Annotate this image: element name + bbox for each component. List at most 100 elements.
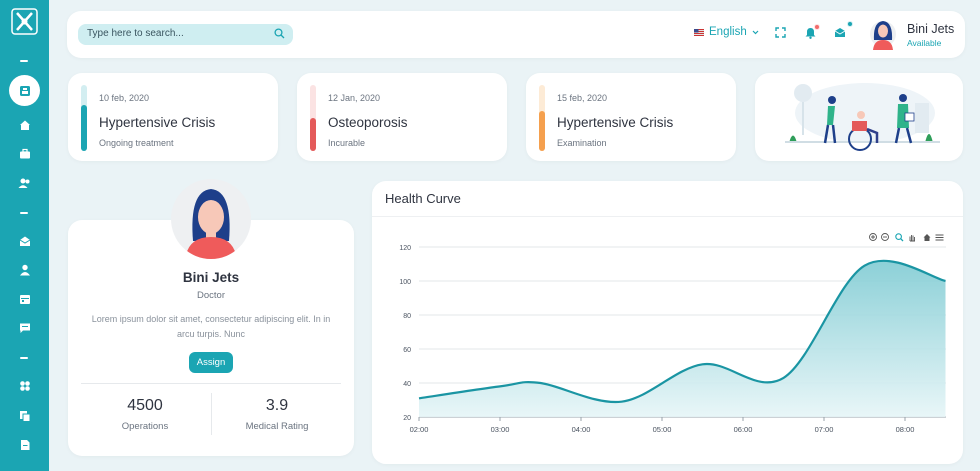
sidebar-item-user[interactable] [0,258,49,282]
progress-fill [81,104,87,151]
user-icon [19,264,30,276]
card-title: Hypertensive Crisis [99,115,216,130]
profile-name: Bini Jets [182,270,240,285]
fullscreen-icon[interactable] [775,27,786,38]
magnifier-icon[interactable] [895,233,904,242]
health-area [419,260,946,417]
sidebar-divider [20,60,28,62]
health-line [418,259,946,404]
sidebar [0,0,49,471]
assign-button[interactable]: Assign [189,352,233,373]
user-name: Bini Jets [907,22,955,36]
card-title: Osteoporosis [328,115,408,130]
language-selector[interactable]: English [694,26,759,38]
x-tick-label: 02:00 [410,425,429,434]
condition-card[interactable]: 15 feb, 2020 Hypertensive Crisis Examina… [526,73,736,161]
apps-icon [19,381,30,391]
divider [372,216,963,217]
sidebar-item-calendar[interactable] [0,287,49,311]
health-curve-chart[interactable]: 20 40 60 80 100 120 02:00 03:00 04:00 05:00 06:00 0… [372,217,963,464]
sidebar-item-chat[interactable] [0,316,49,340]
reset-home-icon[interactable] [923,234,931,241]
health-curve-card: Health Curve 20 40 60 80 100 120 02:00 03:00 04:… [372,181,963,464]
rating-label: Medical Rating [245,421,309,432]
y-tick-label: 20 [403,415,411,422]
briefcase-icon [19,148,30,159]
condition-card[interactable]: 10 feb, 2020 Hypertensive Crisis Ongoing… [68,73,278,161]
document-icon [20,440,29,450]
divider [211,393,212,435]
avatar[interactable] [870,18,896,50]
sidebar-divider [20,212,28,214]
x-cross-logo-icon[interactable] [11,8,38,35]
profile-card: Bini Jets Doctor Lorem ipsum dolor sit a… [68,220,354,456]
x-tick-label: 03:00 [491,425,510,434]
sidebar-item-copy[interactable] [0,404,49,428]
x-tick-label: 06:00 [734,425,753,434]
card-subtitle: Incurable [328,138,366,148]
card-date: 12 Jan, 2020 [328,93,381,103]
progress-bar [310,85,316,151]
sidebar-divider [20,357,28,359]
dashboard-icon [19,85,30,96]
users-icon [18,178,30,188]
chevron-down-icon [752,30,759,34]
calendar-icon [19,295,30,304]
y-tick-label: 100 [399,279,411,286]
copy-icon [19,411,30,422]
bell-icon[interactable] [805,27,816,39]
hospital-care-illustration [785,83,940,151]
x-tick-label: 04:00 [572,425,591,434]
chart-title: Health Curve [385,191,461,206]
search-input[interactable]: Type here to search... [78,24,293,45]
profile-role: Doctor [197,290,225,301]
card-subtitle: Examination [557,138,607,148]
x-tick-label: 07:00 [815,425,834,434]
sidebar-item-document[interactable] [0,433,49,457]
card-date: 10 feb, 2020 [99,93,150,103]
us-flag-icon [694,28,704,36]
divider [81,383,341,384]
card-title: Hypertensive Crisis [557,115,674,130]
pan-hand-icon[interactable] [909,235,915,242]
message-badge [847,21,853,27]
sidebar-item-dashboard[interactable] [9,75,40,106]
notification-badge [814,24,820,30]
y-tick-label: 60 [403,347,411,354]
zoom-in-icon[interactable] [869,233,877,241]
profile-description: Lorem ipsum dolor sit amet, consectetur … [91,314,331,339]
progress-bar [81,85,87,151]
mail-open-icon [19,236,30,246]
sidebar-item-home[interactable] [0,113,49,137]
search-icon[interactable] [274,28,285,39]
chat-icon [19,323,30,333]
x-tick-label: 08:00 [896,425,915,434]
y-tick-label: 120 [399,245,411,252]
progress-bar [539,85,545,151]
y-tick-label: 40 [403,381,411,388]
search-placeholder: Type here to search... [87,28,184,39]
progress-fill [539,111,545,151]
language-label: English [709,26,747,38]
operations-label: Operations [121,421,169,432]
condition-card[interactable]: 12 Jan, 2020 Osteoporosis Incurable [297,73,507,161]
card-date: 15 feb, 2020 [557,93,608,103]
operations-value: 4500 [127,397,163,414]
x-tick-label: 05:00 [653,425,672,434]
user-status: Available [907,38,942,48]
progress-fill [310,118,316,151]
illustration-card [755,73,963,161]
y-tick-label: 80 [403,313,411,320]
sidebar-item-apps[interactable] [0,374,49,398]
card-subtitle: Ongoing treatment [99,138,174,148]
profile-avatar [171,179,251,259]
sidebar-item-users[interactable] [0,171,49,195]
mail-icon[interactable] [834,27,846,38]
top-bar: Type here to search... English Bini Jets… [67,11,965,58]
home-icon [19,120,30,130]
sidebar-item-mail[interactable] [0,229,49,253]
rating-value: 3.9 [265,397,289,414]
zoom-out-icon[interactable] [881,233,889,241]
sidebar-item-briefcase[interactable] [0,142,49,166]
menu-icon[interactable] [935,234,944,241]
